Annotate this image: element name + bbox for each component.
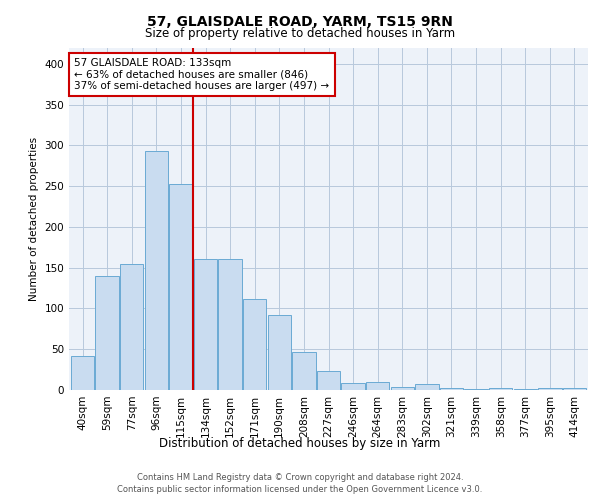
- Bar: [120, 264, 143, 390]
- Y-axis label: Number of detached properties: Number of detached properties: [29, 136, 39, 301]
- Bar: [145, 151, 168, 390]
- Text: Size of property relative to detached houses in Yarm: Size of property relative to detached ho…: [145, 28, 455, 40]
- Bar: [489, 388, 512, 390]
- Bar: [366, 382, 389, 390]
- Bar: [218, 258, 242, 390]
- Bar: [563, 388, 586, 390]
- Bar: [415, 384, 439, 390]
- Text: 57, GLAISDALE ROAD, YARM, TS15 9RN: 57, GLAISDALE ROAD, YARM, TS15 9RN: [147, 15, 453, 29]
- Bar: [95, 276, 119, 390]
- Bar: [169, 184, 193, 390]
- Bar: [464, 389, 488, 390]
- Bar: [317, 371, 340, 390]
- Text: Contains HM Land Registry data © Crown copyright and database right 2024.: Contains HM Land Registry data © Crown c…: [137, 472, 463, 482]
- Bar: [268, 315, 291, 390]
- Bar: [243, 298, 266, 390]
- Bar: [292, 352, 316, 390]
- Text: Contains public sector information licensed under the Open Government Licence v3: Contains public sector information licen…: [118, 485, 482, 494]
- Bar: [538, 388, 562, 390]
- Bar: [71, 356, 94, 390]
- Bar: [194, 258, 217, 390]
- Bar: [514, 389, 537, 390]
- Text: 57 GLAISDALE ROAD: 133sqm
← 63% of detached houses are smaller (846)
37% of semi: 57 GLAISDALE ROAD: 133sqm ← 63% of detac…: [74, 58, 329, 91]
- Bar: [391, 386, 414, 390]
- Text: Distribution of detached houses by size in Yarm: Distribution of detached houses by size …: [160, 438, 440, 450]
- Bar: [341, 384, 365, 390]
- Bar: [440, 388, 463, 390]
